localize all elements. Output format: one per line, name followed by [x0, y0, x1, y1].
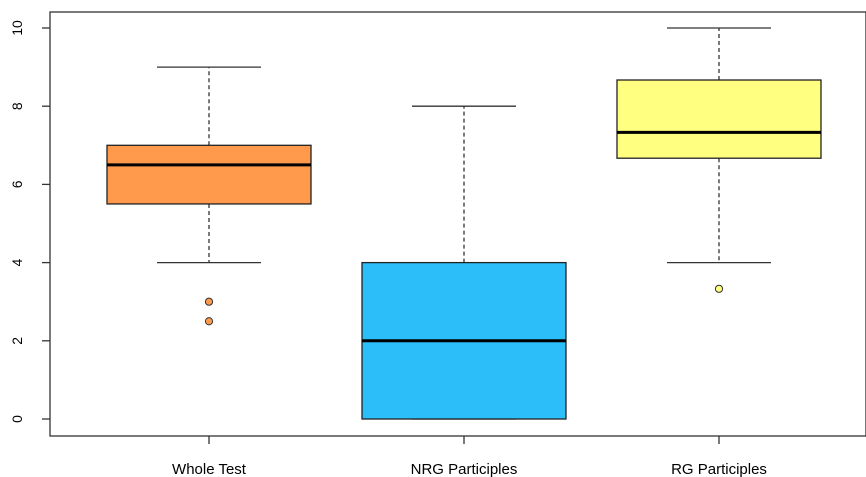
outlier-point — [714, 284, 724, 293]
y-tick-label-0: 0 — [9, 415, 25, 423]
x-tick-label-0: Whole Test — [172, 461, 247, 477]
iqr-box — [616, 79, 822, 159]
y-tick-label-2: 2 — [9, 337, 25, 345]
plot-frame — [49, 11, 866, 437]
plot-frame-layer — [49, 11, 866, 437]
boxes — [106, 27, 822, 420]
y-axis: 0 2 4 6 8 10 — [9, 20, 50, 423]
box-group-2 — [616, 27, 822, 293]
y-tick-label-4: 4 — [9, 258, 25, 266]
y-tick-label-8: 8 — [9, 102, 25, 110]
x-tick-label-1: NRG Participles — [411, 461, 518, 477]
box-group-0 — [106, 66, 312, 326]
x-axis: Whole Test NRG Participles RG Participles — [172, 436, 767, 477]
box-group-1 — [361, 105, 567, 420]
y-tick-label-10: 10 — [9, 20, 25, 36]
y-tick-label-6: 6 — [9, 180, 25, 188]
iqr-box — [106, 144, 312, 205]
x-tick-label-2: RG Participles — [671, 461, 767, 477]
outlier-point — [204, 317, 214, 326]
outlier-point — [204, 297, 214, 306]
